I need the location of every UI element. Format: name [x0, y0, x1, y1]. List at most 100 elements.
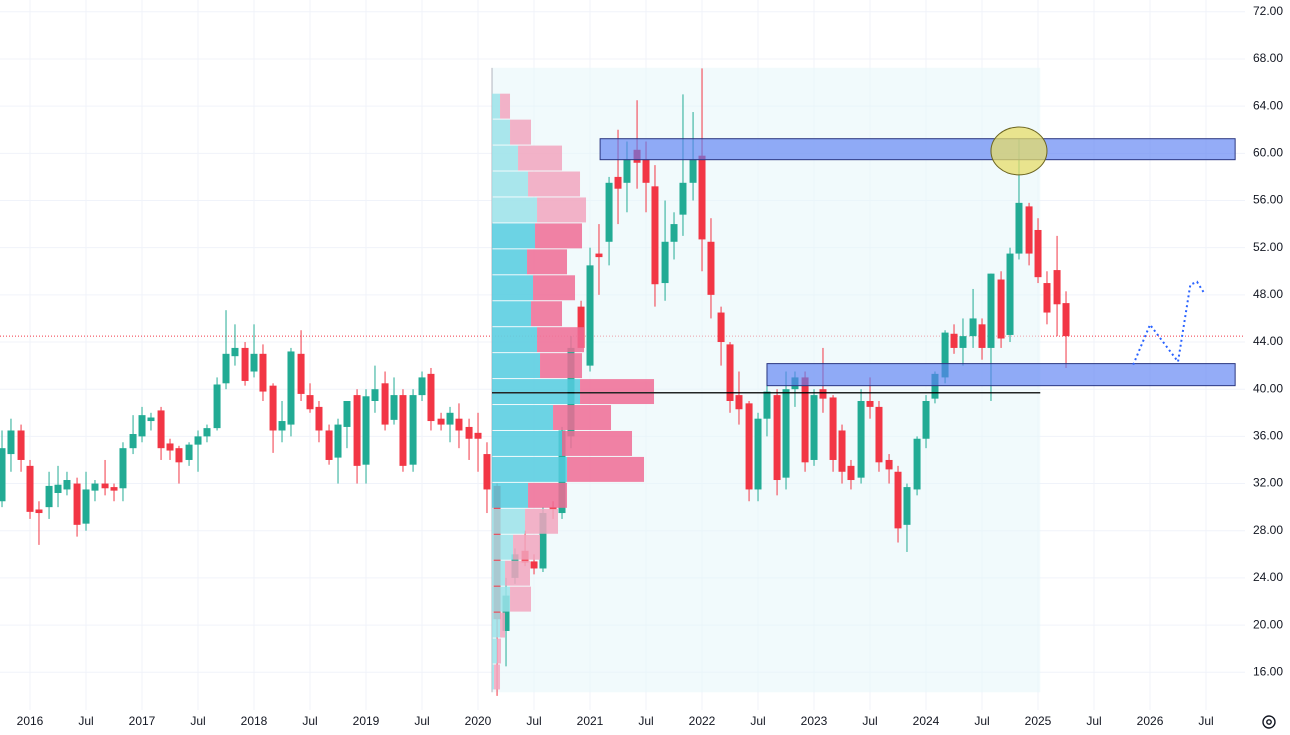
candle-body [437, 418, 445, 425]
settings-icon[interactable] [1262, 715, 1276, 729]
x-tick-label: Jul [190, 714, 205, 728]
profile-up [492, 612, 501, 638]
candle-body [381, 383, 389, 425]
candle-body [922, 400, 930, 439]
candle-body [1015, 202, 1023, 254]
zone [766, 363, 1236, 387]
profile-up [492, 275, 534, 301]
y-tick-label: 16.00 [1253, 664, 1283, 678]
highlight-ellipse [990, 126, 1048, 176]
x-tick-label: Jul [1086, 714, 1101, 728]
candle-body [679, 182, 687, 215]
candle-body [315, 406, 323, 431]
candle-body [213, 384, 221, 429]
candle-body [661, 241, 669, 284]
candle-body [726, 344, 734, 401]
profile-up [492, 560, 506, 586]
candle-body [287, 351, 295, 425]
x-tick-label: 2020 [465, 714, 492, 728]
candle-body [241, 347, 249, 381]
candle-body [147, 417, 155, 422]
x-tick-label: 2021 [577, 714, 604, 728]
candle-body [399, 395, 407, 466]
candle-body [801, 377, 809, 463]
candle-body [45, 485, 53, 508]
gear-hub[interactable] [1266, 719, 1272, 725]
candle-body [138, 415, 146, 437]
candle-body [829, 397, 837, 460]
candle-body [409, 395, 417, 465]
x-tick-label: Jul [974, 714, 989, 728]
candle-body [166, 443, 174, 451]
candle-body [259, 353, 267, 392]
y-tick-label: 28.00 [1253, 523, 1283, 537]
candle-body [913, 438, 921, 490]
profile-down [531, 301, 563, 327]
candle-body [651, 186, 659, 285]
profile-up [492, 482, 529, 508]
candle-body [838, 430, 846, 472]
candle-body [698, 155, 706, 240]
candle-body [194, 436, 202, 445]
candle-body [735, 395, 743, 410]
candle-body [689, 159, 697, 183]
profile-up [492, 405, 554, 430]
profile-up [492, 93, 501, 119]
profile-up [492, 379, 581, 405]
candle-body [1062, 303, 1070, 337]
x-tick-label: 2025 [1025, 714, 1052, 728]
candle-body [222, 353, 230, 384]
profile-down [540, 353, 583, 379]
profile-up [492, 249, 528, 275]
candle-body [857, 400, 865, 478]
candle-body [203, 428, 211, 437]
candle-body [91, 483, 99, 491]
candle-body [623, 159, 631, 183]
profile-up [492, 638, 498, 664]
profile-up [492, 456, 568, 482]
candle-body [847, 465, 855, 481]
candle-body [539, 513, 547, 569]
x-tick-label: 2026 [1137, 714, 1164, 728]
x-tick-label: Jul [526, 714, 541, 728]
profile-down [513, 534, 541, 560]
candle-body [73, 483, 81, 525]
profile-down [580, 379, 655, 405]
candle-body [306, 395, 314, 410]
y-tick-label: 48.00 [1253, 287, 1283, 301]
gear-ring[interactable] [1262, 715, 1276, 729]
candle-body [269, 385, 277, 431]
x-tick-label: 2022 [689, 714, 716, 728]
candle-body [427, 373, 435, 422]
x-tick-label: Jul [1198, 714, 1213, 728]
candle-body [642, 159, 650, 183]
candle-body [129, 434, 137, 449]
candle-body [763, 391, 771, 419]
profile-up [492, 353, 541, 379]
y-tick-label: 24.00 [1253, 570, 1283, 584]
candle-body [483, 454, 491, 490]
candle-body [1034, 229, 1042, 278]
candle-body [549, 507, 557, 510]
candle-body [819, 389, 827, 399]
y-tick-label: 72.00 [1253, 4, 1283, 18]
candle-body [903, 487, 911, 525]
candle-body [119, 448, 127, 489]
profile-down [500, 612, 506, 638]
x-tick-label: Jul [414, 714, 429, 728]
candle-body [754, 418, 762, 490]
profile-down [497, 638, 502, 664]
candle-body [185, 444, 193, 460]
y-tick-label: 36.00 [1253, 429, 1283, 443]
candle-body [353, 395, 361, 466]
profile-up [492, 119, 511, 145]
y-tick-label: 56.00 [1253, 193, 1283, 207]
candle-body [362, 396, 370, 465]
x-tick-label: 2023 [801, 714, 828, 728]
candle-body [35, 509, 43, 514]
x-tick-label: 2016 [17, 714, 44, 728]
candle-body [717, 312, 725, 343]
candle-body [418, 377, 426, 396]
profile-down [510, 119, 532, 145]
